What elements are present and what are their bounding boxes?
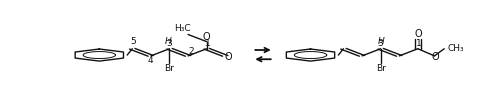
Text: 2: 2 [189, 47, 194, 56]
Text: H: H [165, 37, 172, 46]
Text: 4: 4 [148, 56, 154, 65]
Text: Br: Br [376, 64, 386, 73]
Text: 1: 1 [204, 39, 210, 48]
Text: H: H [378, 37, 384, 46]
Text: Br: Br [164, 64, 174, 73]
Text: CH₃: CH₃ [448, 44, 464, 53]
Text: O: O [432, 52, 440, 62]
Text: O: O [224, 52, 232, 62]
Text: 5: 5 [130, 37, 136, 46]
Text: O: O [203, 32, 210, 42]
Text: 1: 1 [416, 39, 422, 48]
Text: 3: 3 [166, 39, 172, 48]
Text: H₃C: H₃C [174, 24, 191, 33]
Text: 3: 3 [378, 39, 384, 48]
Text: O: O [414, 29, 422, 39]
